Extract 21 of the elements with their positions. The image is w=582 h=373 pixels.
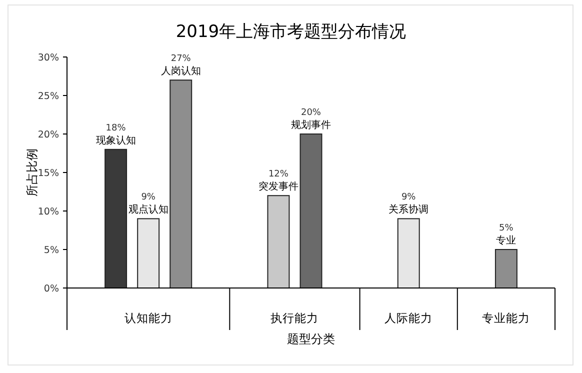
y-tick-label: 15%: [38, 168, 59, 179]
y-tick-label: 30%: [38, 52, 59, 64]
data-label: 27% 人岗认知: [160, 54, 201, 78]
y-tick-label: 20%: [38, 130, 59, 140]
x-tick-label: 专业能力: [482, 311, 530, 325]
data-label: 12% 突发事件: [258, 170, 298, 193]
x-tick-label: 人际能力: [384, 311, 433, 325]
data-label: 18% 现象认知: [96, 123, 136, 146]
y-tick-label: 0%: [44, 284, 59, 294]
y-tick-label: 10%: [38, 206, 59, 218]
x-tick-label: 认知能力: [124, 311, 172, 325]
chart-title: 2019年上海市考题型分布情况: [176, 22, 406, 42]
data-label: 9% 关系协调: [388, 192, 429, 216]
y-axis-title: 所占比例: [25, 148, 39, 196]
data-label: 9% 观点认知: [128, 192, 168, 216]
data-label: 20% 规划事件: [291, 108, 331, 131]
x-axis-title: 题型分类: [287, 332, 335, 346]
y-tick-label: 5%: [44, 245, 59, 256]
data-label: 5% 专业: [496, 224, 516, 246]
y-tick-label: 25%: [38, 91, 59, 102]
x-tick-label: 执行能力: [270, 311, 319, 325]
